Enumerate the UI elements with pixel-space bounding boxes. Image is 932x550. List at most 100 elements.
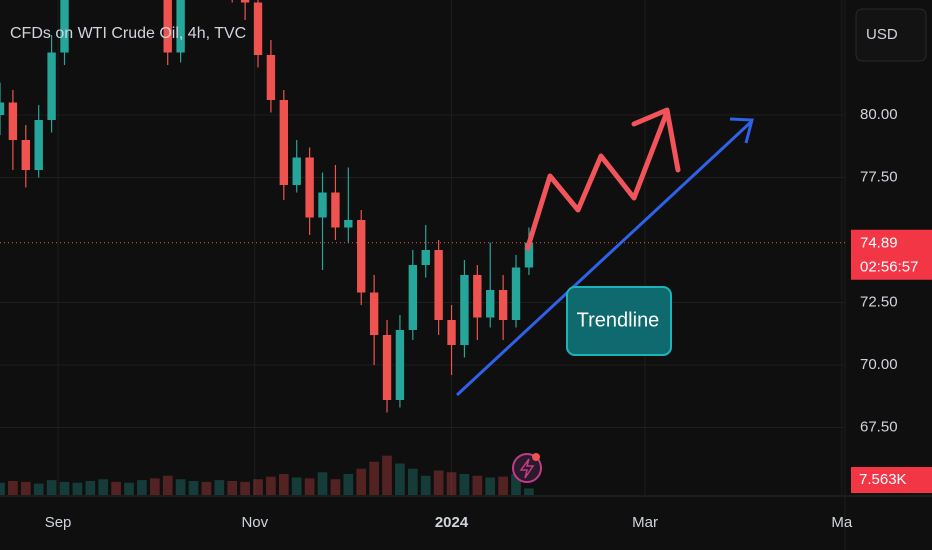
candle-body (318, 192, 327, 218)
volume-label: 7.563K (859, 471, 907, 488)
volume-bar (111, 481, 121, 495)
volume-bar (511, 474, 521, 495)
candle-body (331, 192, 340, 228)
candle-body (163, 0, 172, 53)
candle-body (305, 157, 314, 218)
volume-bar (240, 481, 250, 495)
candle-body (408, 265, 418, 330)
volume-bar (72, 482, 83, 495)
volume-bar (278, 474, 289, 495)
candle-body (8, 102, 18, 140)
volume-bar (137, 480, 147, 495)
volume-bar (8, 481, 18, 495)
y-tick-label: 80.00 (860, 106, 898, 123)
trendline-head (729, 117, 754, 144)
volume-bar (201, 481, 212, 495)
candle-body (240, 0, 250, 3)
candle-body (266, 55, 276, 100)
volume-bar (149, 478, 160, 495)
volume-bar (498, 476, 508, 495)
trendline (455, 119, 754, 397)
volume-bar (124, 482, 134, 495)
candle-body (511, 267, 521, 320)
currency-button[interactable] (855, 8, 927, 62)
volume-bar (227, 481, 238, 495)
y-tick-label: 67.50 (860, 418, 898, 435)
candle-body (34, 120, 43, 170)
volume-bar (214, 480, 225, 495)
volume-bar (369, 461, 379, 495)
volume-bar (382, 455, 392, 495)
alert-dot (532, 453, 540, 461)
volume-bar (266, 476, 276, 495)
x-tick-label: Mar (632, 514, 658, 531)
volume-bar (85, 481, 96, 495)
plot-area (0, 0, 534, 495)
volume-bar (420, 475, 431, 495)
candle-body (382, 335, 392, 400)
zigzag-arrow (524, 111, 670, 251)
candle-body (253, 2, 263, 55)
candle-body (60, 0, 69, 53)
volume-bar (433, 470, 444, 495)
countdown-label: 02:56:57 (860, 259, 918, 276)
candle-body (473, 275, 482, 318)
candle-body (21, 140, 30, 170)
volume-bar (59, 481, 70, 495)
annotation-label: Trendline (577, 309, 660, 331)
volume-bar (343, 474, 354, 495)
candle-body (344, 220, 353, 228)
volume-bar (188, 481, 199, 495)
candle-body (498, 290, 508, 320)
volume-bar (459, 474, 470, 495)
chart-title: CFDs on WTI Crude Oil, 4h, TVC (10, 25, 246, 42)
candle-body (357, 220, 366, 293)
volume-bar (33, 483, 44, 495)
candle-body (434, 250, 443, 320)
volume-bar (446, 472, 457, 495)
volume-bar (395, 463, 405, 495)
x-tick-label: 2024 (435, 514, 469, 531)
volume-bar (304, 478, 315, 495)
x-tick-label: Nov (241, 514, 268, 531)
currency-label: USD (866, 26, 898, 43)
candle-body (47, 52, 56, 120)
volume-bar (485, 477, 496, 495)
y-tick-label: 72.50 (860, 293, 898, 310)
volume-bar (253, 479, 263, 495)
candle-body (176, 0, 185, 53)
volume-bar (162, 475, 173, 495)
volume-bar (20, 481, 31, 495)
volume-bar (524, 488, 534, 495)
candle-body (421, 250, 430, 265)
y-tick-label: 77.50 (860, 168, 898, 185)
candle-body (447, 320, 456, 345)
candle-body (279, 100, 289, 185)
x-tick-label: Sep (45, 514, 72, 531)
volume-bar (317, 472, 328, 495)
annotation-box (566, 286, 672, 356)
volume-bar (407, 468, 418, 495)
candle-body (369, 292, 379, 335)
volume-bar (330, 479, 341, 495)
candle-body (486, 290, 495, 318)
volume-bar (98, 479, 109, 495)
volume-bar (175, 479, 186, 495)
last-price-label: 74.89 (860, 235, 898, 252)
candle-body (460, 275, 469, 345)
alert-icon-bolt (519, 458, 535, 479)
candle-body (524, 242, 534, 268)
last-price-box (851, 229, 932, 280)
volume-label-box (851, 467, 932, 493)
candle-body (0, 102, 5, 115)
volume-bar (356, 468, 367, 495)
x-tick-label: Ma (831, 514, 852, 531)
candle-body (395, 330, 405, 400)
zigzag-arrow-head (631, 107, 681, 173)
alert-icon[interactable] (512, 453, 542, 483)
volume-bar (0, 482, 5, 495)
volume-bar (291, 477, 302, 495)
y-tick-label: 70.00 (860, 356, 898, 373)
